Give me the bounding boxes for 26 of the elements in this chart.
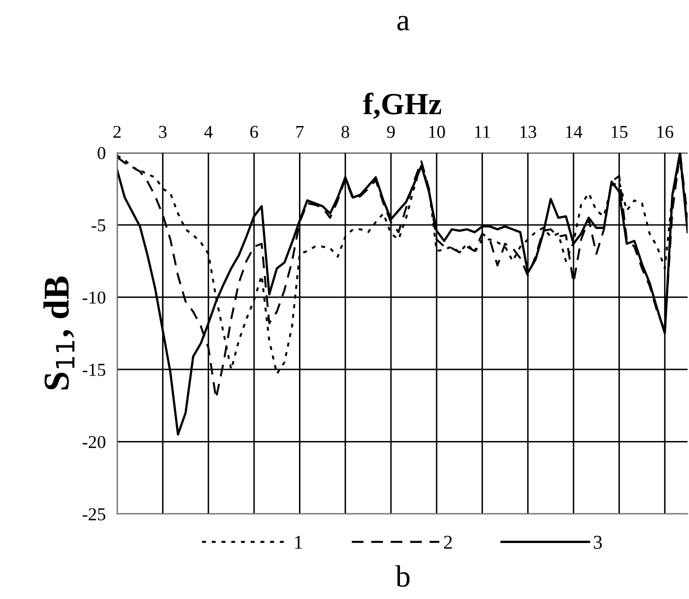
y-tick-label: 0 <box>98 147 106 160</box>
y-tick-label: -10 <box>82 291 106 304</box>
x-tick-label: 10 <box>429 126 445 138</box>
chart-title: a <box>397 16 410 30</box>
legend-label: 1 <box>295 536 302 549</box>
x-tick-label: 14 <box>566 126 582 138</box>
x-tick-label: 16 <box>657 126 674 138</box>
x-axis-title: f,GHz <box>363 92 442 119</box>
y-tick-label: -5 <box>92 219 106 232</box>
x-tick-label: 15 <box>612 126 628 138</box>
x-tick-label: 3 <box>159 126 167 138</box>
x-tick-label: 9 <box>387 126 395 138</box>
text: b <box>395 565 410 587</box>
y-tick-label: -20 <box>82 436 106 448</box>
x-tick-label: 8 <box>342 126 350 138</box>
x-tick-label: 11 <box>475 126 490 138</box>
x-tick-label: 4 <box>204 126 213 138</box>
x-tick-label: 2 <box>113 126 121 138</box>
x-tick-label: 6 <box>250 126 258 138</box>
legend-label: 3 <box>594 536 602 549</box>
x-tick-label: 7 <box>296 126 304 138</box>
y-tick-label: -25 <box>82 508 106 520</box>
y-axis-title: S$_{11}$, dB <box>43 276 74 390</box>
legend-label: 2 <box>444 536 452 549</box>
x-tick-label: 13 <box>520 126 536 138</box>
y-tick-label: -15 <box>82 364 106 376</box>
